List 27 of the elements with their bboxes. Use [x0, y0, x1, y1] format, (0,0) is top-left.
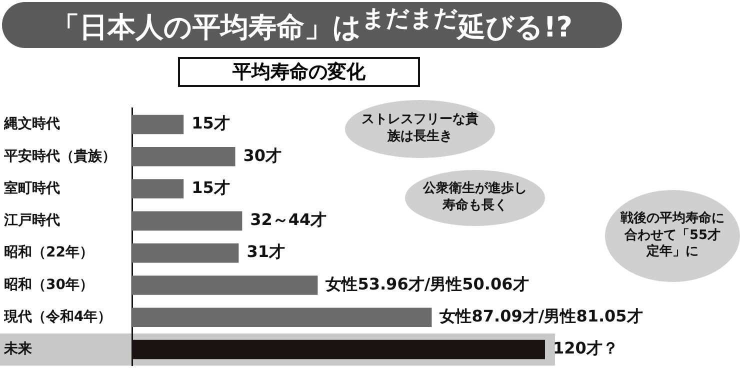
data-label: 15才 [192, 178, 230, 197]
text: 戦後の平均寿命に合わせて「55才定年」に [605, 190, 740, 282]
data-label: 120才？ [553, 338, 618, 358]
bar [132, 276, 318, 295]
data-label: 30才 [243, 146, 282, 165]
chart-title: 「日本人の平均寿命」は$^{まだまだ}$延びる!? [51, 3, 572, 46]
bar [132, 211, 242, 231]
chart-subtitle: 平均寿命の変化 [178, 57, 420, 87]
y-tick-label: 縄文時代 [3, 115, 60, 132]
annotation: 公衆衛生が進歩し寿命も長く [405, 170, 545, 226]
bar [132, 146, 236, 166]
data-label: 女性87.09才/男性81.05才 [438, 306, 643, 326]
bar [132, 179, 184, 198]
bar [132, 308, 432, 328]
y-tick-label: 室町時代 [4, 179, 60, 196]
y-tick-label: 未来 [3, 341, 32, 358]
y-tick-label: 昭和（22年） [4, 244, 94, 261]
data-label: 女性53.96才/男性50.06才 [324, 274, 529, 294]
annotation: ストレスフリーな貴族は長生き [345, 100, 495, 158]
y-tick-label: 昭和（30年） [4, 276, 94, 293]
bar [132, 243, 239, 263]
y-tick-label: 江戸時代 [3, 212, 60, 229]
y-tick-label: 平安時代（貴族） [3, 147, 116, 164]
data-label: 15才 [192, 114, 230, 133]
data-label: 32～44才 [250, 210, 327, 230]
data-label: 31才 [246, 242, 285, 262]
bar [132, 114, 184, 134]
